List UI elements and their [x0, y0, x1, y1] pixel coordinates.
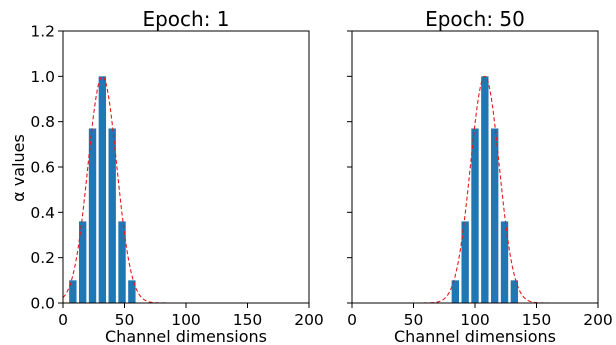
- y-tick-label: 0.0: [30, 295, 55, 313]
- bar: [128, 280, 136, 303]
- y-tick-label: 1.0: [30, 68, 55, 86]
- panel-title: Epoch: 50: [425, 7, 525, 31]
- x-tick-label: 150: [522, 311, 552, 329]
- bar: [461, 221, 469, 303]
- y-tick-label: 0.8: [30, 113, 55, 131]
- x-tick-label: 200: [294, 311, 324, 329]
- bar: [500, 221, 509, 303]
- x-tick-label: 50: [115, 311, 135, 329]
- x-tick-label: 0: [347, 311, 357, 329]
- panel-epoch-50: Epoch: 50 Channel dimensions 0 50 100 150 20…: [347, 7, 613, 345]
- x-tick-label: 150: [233, 311, 263, 329]
- bar: [98, 76, 107, 303]
- y-tick-label: 0.4: [30, 204, 55, 222]
- x-tick-label: 100: [171, 311, 201, 329]
- bar: [510, 280, 519, 303]
- bar: [481, 76, 489, 303]
- y-tick-label: 1.2: [30, 23, 55, 41]
- y-tick-label: 0.2: [30, 249, 55, 267]
- x-tick-label: 200: [583, 311, 613, 329]
- y-tick-label: 0.6: [30, 159, 55, 177]
- bar: [118, 221, 126, 303]
- x-axis-label: Channel dimensions: [394, 327, 556, 345]
- bar: [78, 221, 87, 303]
- bar: [451, 280, 460, 303]
- y-axis-label: α values: [9, 134, 28, 202]
- x-tick-label: 50: [404, 311, 424, 329]
- bar: [108, 128, 116, 303]
- bar: [471, 128, 479, 303]
- x-tick-label: 0: [58, 311, 68, 329]
- bar: [69, 280, 77, 303]
- bar: [490, 128, 499, 303]
- x-tick-label: 100: [460, 311, 490, 329]
- panel-title: Epoch: 1: [142, 7, 229, 31]
- x-axis-label: Channel dimensions: [105, 327, 267, 345]
- panel-epoch-1: Epoch: 1 Channel dimensions α values 0 50…: [9, 7, 324, 345]
- bar: [88, 128, 97, 303]
